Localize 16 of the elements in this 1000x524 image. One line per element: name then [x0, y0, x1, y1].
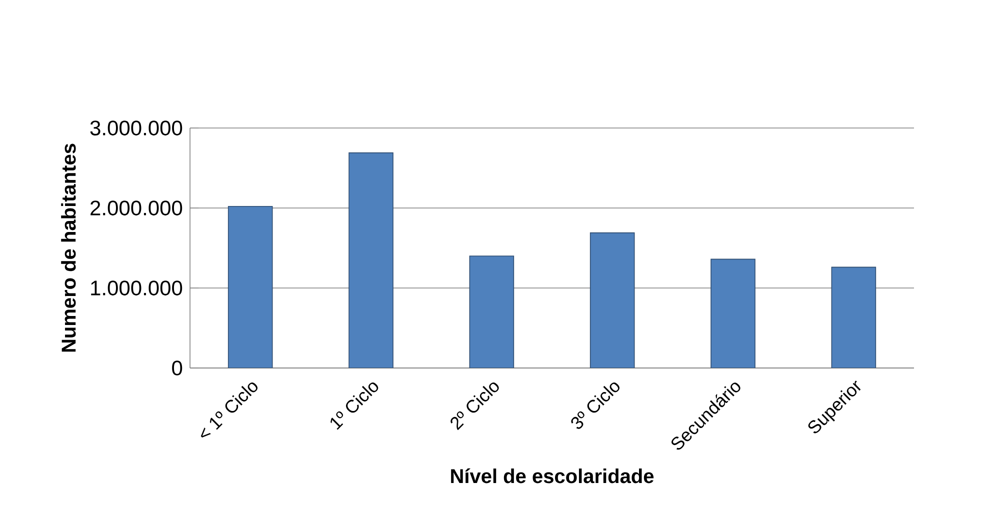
- x-tick-label: 2º Ciclo: [450, 382, 499, 430]
- x-tick-label: 1º Ciclo: [330, 382, 378, 430]
- x-axis-title: Nível de escolaridade: [451, 468, 654, 484]
- bar: [228, 206, 273, 368]
- bar: [831, 266, 876, 368]
- x-tick-label: 3º Ciclo: [571, 382, 620, 429]
- y-tick-label: 2.000.000: [90, 200, 182, 216]
- bar: [348, 152, 394, 368]
- bar: [469, 256, 514, 368]
- x-tick-label: < 1º Ciclo: [200, 382, 258, 438]
- y-tick-label: 1.000.000: [91, 280, 182, 296]
- y-tick-label: 0: [172, 360, 182, 376]
- bar: [590, 232, 635, 368]
- bar: [710, 258, 756, 368]
- y-tick-label: 3.000.000: [90, 120, 182, 136]
- y-axis-title: Numero de habitantes: [61, 144, 76, 352]
